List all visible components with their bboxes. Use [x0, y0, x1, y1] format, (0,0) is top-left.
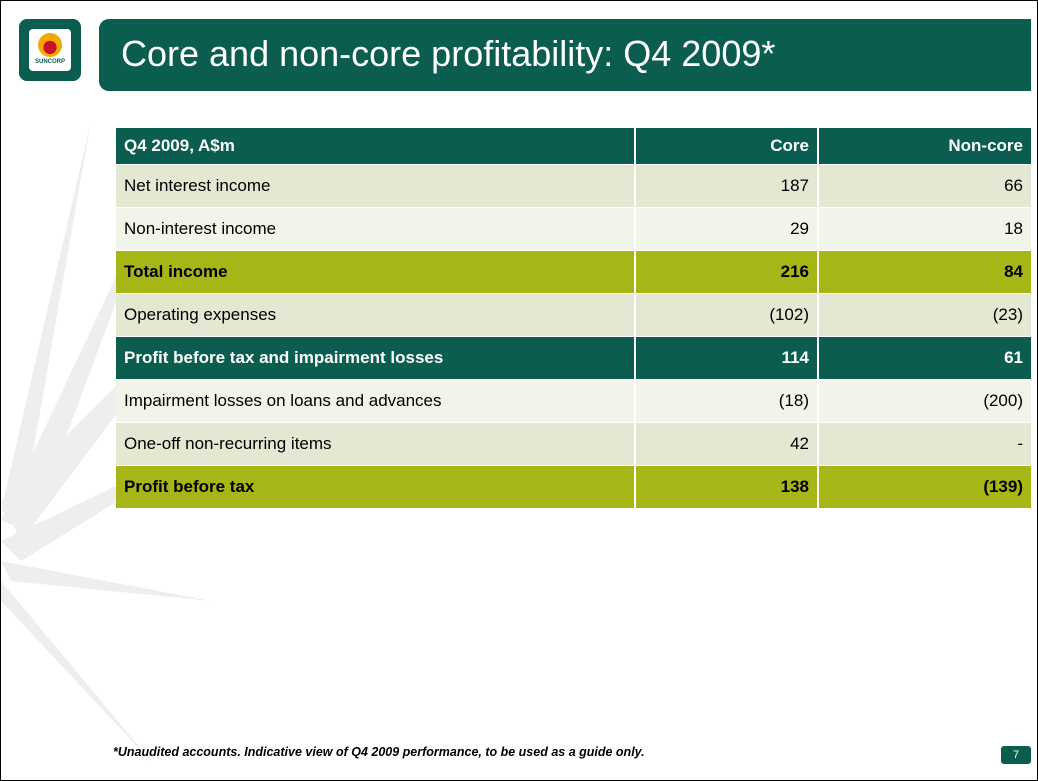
table-cell: 18	[818, 207, 1031, 251]
table-cell: (18)	[635, 379, 819, 423]
table-row: Non-interest income 29 18	[116, 207, 1031, 251]
title-bar: Core and non-core profitability: Q4 2009…	[99, 19, 1031, 91]
table-cell: 42	[635, 422, 819, 466]
table-row: One-off non-recurring items 42-	[116, 422, 1031, 466]
table-row: Net interest income 187 66	[116, 164, 1031, 208]
table-cell: 216	[635, 250, 819, 294]
table-cell: 114	[635, 336, 819, 380]
logo-badge: SUNCORP	[29, 29, 71, 71]
table-cell: Impairment losses on loans and advances	[116, 379, 636, 423]
header-row: Q4 2009, A$m Core Non-core	[116, 128, 1031, 165]
table-cell: One-off non-recurring items	[116, 422, 636, 466]
table-cell: Profit before tax and impairment losses	[116, 336, 636, 380]
table-cell: Profit before tax	[116, 465, 636, 509]
table-cell: (139)	[818, 465, 1031, 509]
table-cell: 66	[818, 164, 1031, 208]
title: Core and non-core profitability: Q4 2009…	[121, 33, 776, 74]
page-number: 7	[1001, 746, 1031, 764]
table-row: Profit before tax 138 (139)	[116, 465, 1031, 509]
table-row: Operating expenses (102) (23)	[116, 293, 1031, 337]
table-cell: 84	[818, 250, 1031, 294]
column-header: Core	[635, 128, 819, 165]
logo-sun	[38, 33, 62, 57]
table-cell: (200)	[818, 379, 1031, 423]
logo: SUNCORP	[19, 19, 81, 81]
logo-text: SUNCORP	[34, 59, 65, 65]
column-header: Non-core	[818, 128, 1031, 165]
table-cell: 29	[635, 207, 819, 251]
table-cell: (102)	[635, 293, 819, 337]
table-cell: 138	[635, 465, 819, 509]
table-cell: Net interest income	[116, 164, 636, 208]
column-header: Q4 2009, A$m	[116, 128, 636, 165]
table-row: Profit before tax and impairment losses 1…	[116, 336, 1031, 380]
table-row: Total income 216 84	[116, 250, 1031, 294]
table-cell: 61	[818, 336, 1031, 380]
table-cell: Total income	[116, 250, 636, 294]
table-cell: -	[818, 422, 1031, 466]
table: Q4 2009, A$m Core Non-core Net interest …	[116, 128, 1031, 509]
table-cell: (23)	[818, 293, 1031, 337]
table-row: Impairment losses on loans and advances(…	[116, 379, 1031, 423]
table-cell: Non-interest income	[116, 207, 636, 251]
table-cell: Operating expenses	[116, 293, 636, 337]
footnote: *Unaudited accounts. Indicative view of …	[113, 745, 645, 759]
table-cell: 187	[635, 164, 819, 208]
